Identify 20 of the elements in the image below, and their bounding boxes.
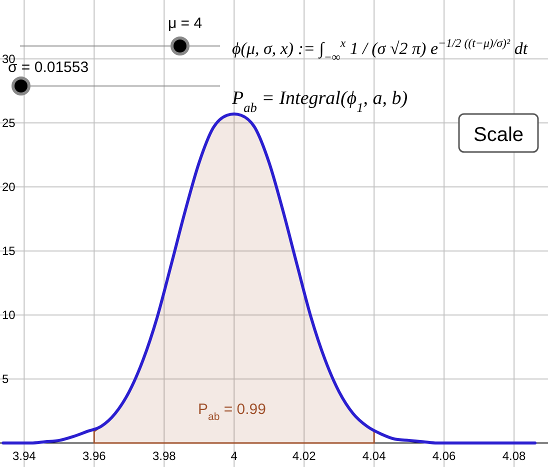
annotation: P$_{ab}$ = 0.99 — [198, 401, 266, 423]
y-tick-label: 25 — [2, 116, 16, 130]
annotation: μ = 4 — [168, 15, 202, 32]
line-series — [2, 112, 537, 444]
x-tick-label: 3.96 — [82, 448, 106, 463]
y-tick-label: 15 — [2, 244, 16, 258]
x-tick-label: 3.98 — [152, 448, 176, 463]
y-tick-label: 10 — [2, 308, 16, 322]
x-tick-label: 4.02 — [292, 448, 316, 463]
x-tick-label: 3.94 — [12, 448, 36, 463]
y-tick-label: 5 — [2, 372, 9, 386]
annotation: P$_{ab}$ = Integral(ϕ$_{1}$, a, b) — [231, 88, 408, 114]
annotation: Scale — [473, 124, 524, 146]
annotation: ϕ(μ, σ, x) := ∫$_{−∞}$$^{x}$ 1 / (σ √2 π) e$^{−1/2 ((t−μ)/σ)²}$ dt — [232, 36, 529, 64]
x-tick-label: 4.08 — [502, 448, 526, 463]
y-tick-label: 20 — [2, 180, 16, 194]
scale-button: Scale — [458, 113, 539, 153]
x-tick-label: 4.06 — [432, 448, 456, 463]
x-tick-label: 4 — [230, 448, 238, 463]
x-tick-label: 4.04 — [362, 448, 386, 463]
